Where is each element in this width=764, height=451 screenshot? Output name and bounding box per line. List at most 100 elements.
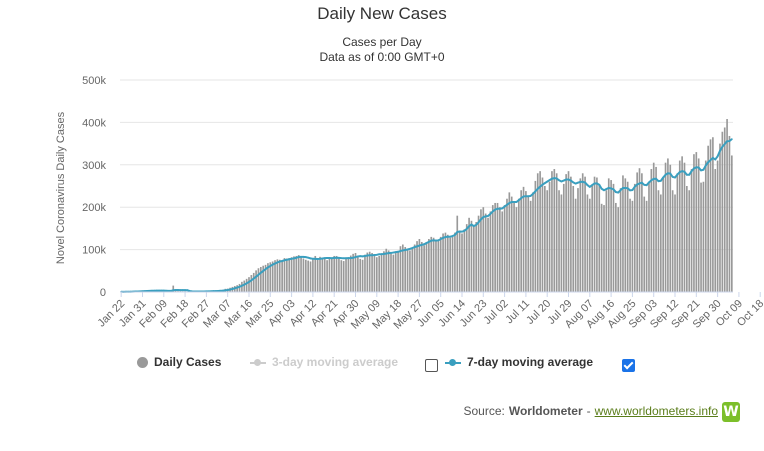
daily-cases-bar	[309, 261, 312, 292]
daily-cases-bar	[475, 222, 478, 292]
legend-item-3day-average[interactable]: 3-day moving average	[250, 355, 398, 369]
daily-cases-bar	[522, 186, 525, 292]
seven-day-average-point	[638, 182, 641, 185]
seven-day-average-point	[300, 256, 302, 258]
daily-cases-bar	[484, 213, 487, 292]
seven-day-average-point	[700, 169, 702, 172]
seven-day-average-point	[283, 259, 286, 262]
circle-marker-icon	[137, 356, 148, 368]
source-link[interactable]: www.worldometers.info	[594, 404, 718, 418]
daily-cases-bar	[402, 244, 404, 292]
seven-day-average-point	[321, 257, 324, 260]
daily-cases-bar	[719, 143, 721, 292]
daily-cases-bar	[555, 173, 558, 292]
daily-cases-bar	[271, 261, 274, 292]
daily-cases-bar	[657, 190, 660, 292]
y-axis-ticks: 0 100k 200k 300k 400k 500k	[82, 75, 106, 299]
daily-cases-bar	[371, 252, 373, 292]
seven-day-average-point	[155, 289, 158, 292]
daily-cases-bar	[499, 207, 501, 292]
seven-day-average-point	[458, 230, 461, 233]
seven-day-average-point	[612, 188, 615, 191]
daily-cases-bar	[726, 119, 728, 292]
toggle-7day-average-checkbox[interactable]	[622, 359, 635, 372]
daily-cases-bar	[416, 241, 418, 292]
seven-day-average-point	[491, 210, 494, 213]
seven-day-average-point	[629, 189, 631, 192]
seven-day-average-point	[269, 265, 272, 267]
daily-cases-bar	[650, 169, 653, 292]
daily-cases-bar	[380, 253, 383, 292]
daily-cases-bar	[681, 156, 683, 292]
daily-cases-bar	[442, 233, 444, 292]
seven-day-average-point	[529, 195, 532, 197]
chart-subtitle: Cases per Day	[342, 35, 422, 49]
daily-cases-bar	[517, 198, 520, 292]
daily-cases-bar	[536, 173, 539, 292]
seven-day-average-point	[380, 253, 383, 256]
daily-cases-bar	[641, 173, 643, 292]
daily-cases-bar	[581, 173, 584, 292]
seven-day-average-point	[579, 180, 582, 183]
seven-day-average-point	[361, 255, 364, 258]
seven-day-average-point	[728, 140, 731, 142]
seven-day-average-point	[555, 177, 558, 180]
x-tick-label: Jul 02	[481, 298, 510, 327]
y-axis-label: Novel Coronavirus Daily Cases	[55, 111, 67, 264]
daily-cases-bar	[648, 181, 650, 292]
seven-day-average-point	[162, 289, 165, 292]
seven-day-average-point	[541, 183, 544, 186]
seven-day-average-point	[229, 288, 231, 291]
daily-cases-bar	[281, 260, 283, 292]
daily-cases-bar	[304, 259, 307, 292]
daily-cases-bar	[629, 198, 631, 292]
daily-cases-bars	[120, 119, 733, 293]
seven-day-average-point	[693, 167, 695, 170]
daily-cases-bar	[302, 258, 305, 292]
seven-day-average-point	[290, 257, 293, 260]
daily-cases-bar	[473, 226, 475, 292]
seven-day-average-point	[674, 176, 676, 179]
daily-cases-bar	[418, 239, 421, 292]
seven-day-average-point	[181, 289, 184, 291]
seven-day-average-point	[548, 179, 551, 182]
daily-cases-bar	[674, 194, 676, 292]
seven-day-average-point	[392, 251, 395, 254]
daily-cases-bar	[728, 135, 731, 292]
daily-cases-bar	[458, 230, 461, 292]
seven-day-average-point	[158, 289, 160, 292]
daily-cases-bar	[562, 183, 565, 292]
daily-cases-bar	[574, 198, 577, 292]
toggle-3day-average-checkbox[interactable]	[425, 359, 438, 372]
legend-label: Daily Cases	[154, 355, 222, 369]
seven-day-average-point	[427, 240, 430, 243]
seven-day-average-point	[323, 257, 326, 260]
seven-day-average-point	[600, 187, 603, 190]
seven-day-average-point	[730, 138, 733, 141]
seven-day-average-point	[281, 260, 284, 262]
daily-cases-bar	[688, 190, 691, 292]
seven-day-average-point	[278, 260, 281, 263]
daily-cases-bar	[548, 181, 551, 292]
seven-day-average-point	[498, 207, 501, 210]
legend-item-7day-average[interactable]: 7-day moving average	[445, 355, 593, 369]
legend-label: 3-day moving average	[272, 355, 399, 369]
seven-day-average-point	[368, 254, 371, 257]
daily-cases-bar	[463, 229, 466, 292]
seven-day-average-point	[446, 235, 449, 238]
seven-day-average-point	[534, 190, 537, 193]
seven-day-average-point	[503, 205, 506, 208]
seven-day-average-point	[255, 275, 257, 278]
daily-cases-bar	[406, 249, 409, 292]
seven-day-average-point	[586, 184, 589, 186]
daily-cases-bar	[357, 255, 359, 292]
seven-day-average-point	[719, 149, 721, 152]
seven-day-average-point	[648, 181, 650, 184]
seven-day-average-point	[240, 284, 243, 287]
seven-day-average-point	[614, 191, 617, 193]
seven-day-average-point	[714, 158, 717, 161]
seven-day-average-point	[371, 254, 373, 257]
legend-item-daily-cases[interactable]: Daily Cases	[137, 355, 221, 369]
seven-day-average-point	[425, 242, 428, 244]
seven-day-average-point	[385, 252, 388, 255]
